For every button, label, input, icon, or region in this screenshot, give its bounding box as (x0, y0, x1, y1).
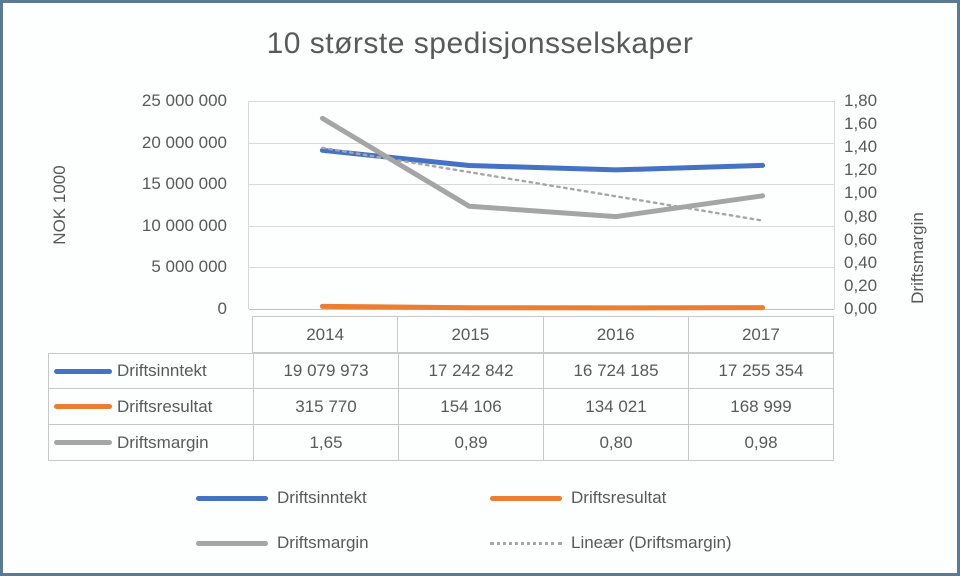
data-table-header: 2014 2015 2016 2017 (252, 316, 834, 353)
y-axis-right-tick: 1,20 (844, 160, 878, 180)
series-key-icon (54, 368, 112, 374)
gridline (249, 225, 834, 227)
table-cell: 16 724 185 (543, 354, 688, 388)
y-axis-right-tick: 0,20 (844, 275, 878, 295)
table-cell: 17 242 842 (398, 354, 543, 388)
series-line-line-r-driftsmargin (321, 146, 764, 222)
y-axis-right-tick: 0,80 (844, 206, 878, 226)
legend-item: Driftsmargin (196, 530, 369, 556)
table-row: Driftsmargin 1,65 0,89 0,80 0,98 (48, 425, 834, 461)
row-label-cell: Driftsmargin (49, 425, 253, 460)
table-cell: 168 999 (688, 389, 833, 424)
y-axis-left-tick: 0 (217, 299, 227, 318)
legend-key-icon (490, 495, 562, 501)
y-axis-left-tick: 10 000 000 (141, 215, 227, 235)
y-axis-right-tick: 1,40 (844, 137, 878, 157)
legend-key-icon (196, 495, 268, 501)
y-axis-right-tick: 0,60 (844, 229, 878, 249)
series-key-icon (54, 440, 112, 445)
y-axis-right-tick: 1,00 (844, 183, 878, 203)
y-axis-right-tick: 0,00 (844, 299, 878, 318)
data-table: Driftsinntekt 19 079 973 17 242 842 16 724 … (48, 353, 834, 461)
legend-key-icon (490, 541, 562, 545)
table-row: Driftsresultat 315 770 154 106 134 021 168 9… (48, 389, 834, 425)
y-axis-left-tick: 15 000 000 (141, 174, 227, 194)
row-label-cell: Driftsresultat (49, 389, 253, 424)
table-header-cell: 2014 (306, 324, 345, 344)
gridline (249, 184, 834, 186)
row-label: Driftsmargin (117, 432, 209, 452)
table-cell: 1,65 (253, 425, 398, 460)
series-line-driftsinntekt (319, 147, 766, 173)
chart-title: 10 største spedisjonsselskaper (266, 27, 694, 60)
y-axis-left-tick: 5 000 000 (151, 257, 227, 277)
y-axis-left-tick: 20 000 000 (141, 132, 227, 152)
gridline (249, 101, 834, 102)
y-axis-right-tick: 1,60 (844, 114, 878, 134)
series-line-driftsmargin (319, 115, 766, 220)
table-cell: 0,98 (688, 425, 833, 460)
legend-item: Lineær (Driftsmargin) (490, 530, 732, 556)
legend-label: Driftsresultat (571, 488, 667, 507)
table-cell: 0,80 (543, 425, 688, 460)
legend-label: Driftsinntekt (277, 488, 367, 507)
series-line-driftsresultat (319, 303, 766, 311)
row-label-cell: Driftsinntekt (49, 354, 253, 388)
table-row: Driftsinntekt 19 079 973 17 242 842 16 724 … (48, 353, 834, 389)
legend-key-icon (196, 540, 268, 546)
legend-label: Driftsmargin (277, 533, 369, 552)
series-lines (319, 115, 766, 311)
y-axis-right-tick: 1,80 (844, 91, 878, 110)
gridline (249, 267, 834, 269)
legend-item: Driftsinntekt (196, 485, 367, 511)
table-cell: 154 106 (398, 389, 543, 424)
row-label: Driftsresultat (117, 396, 213, 416)
series-key-icon (54, 404, 112, 409)
plot-area (248, 101, 835, 311)
legend-label: Lineær (Driftsmargin) (571, 533, 732, 552)
table-cell: 17 255 354 (688, 354, 833, 388)
y-axis-left-tick: 25 000 000 (141, 91, 227, 110)
table-cell: 315 770 (253, 389, 398, 424)
table-header-cell: 2017 (687, 317, 833, 352)
legend-item: Driftsresultat (490, 485, 666, 511)
table-cell: 0,89 (398, 425, 543, 460)
table-header-cell: 2015 (397, 317, 542, 352)
y-axis-right-tick: 0,40 (844, 252, 878, 272)
table-cell: 134 021 (543, 389, 688, 424)
table-cell: 19 079 973 (253, 354, 398, 388)
gridline (249, 142, 834, 144)
table-header-cell: 2016 (542, 317, 688, 352)
row-label: Driftsinntekt (117, 361, 207, 380)
